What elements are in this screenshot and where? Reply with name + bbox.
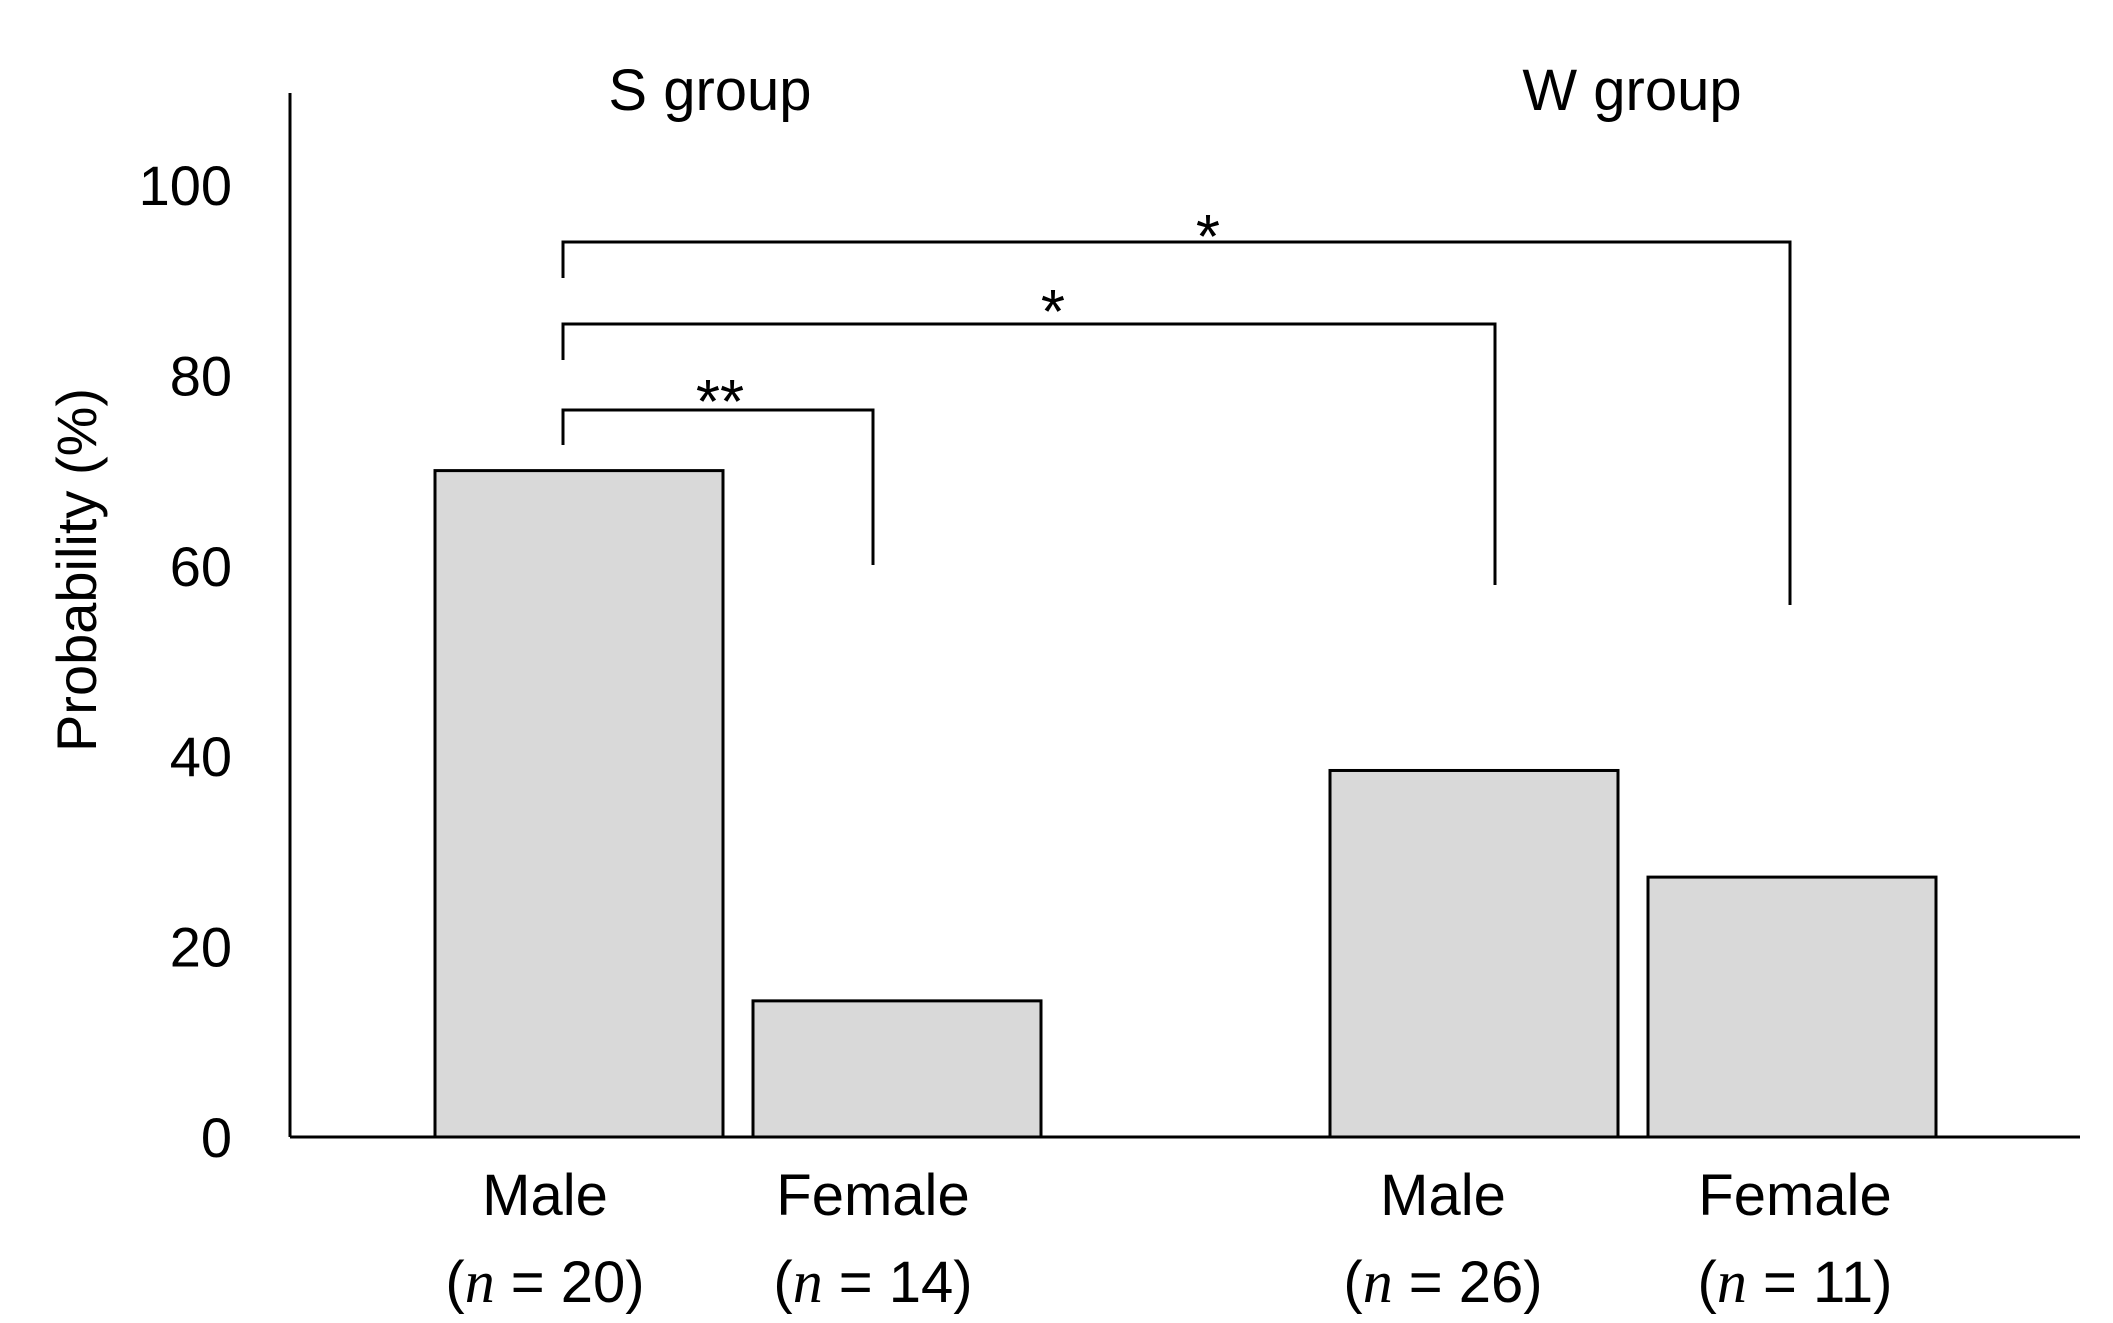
- significance-brackets: ****: [561, 203, 1792, 605]
- sample-size-label: (n = 11): [1698, 1249, 1893, 1315]
- y-tick-label: 40: [170, 725, 232, 788]
- y-tick-label: 60: [170, 535, 232, 598]
- group-label-w: W group: [1522, 58, 1741, 123]
- category-label: Female: [1698, 1163, 1891, 1228]
- bar-w-group-female: [1646, 875, 1938, 1139]
- y-tick-labels: 0 20 40 60 80 100: [139, 154, 232, 1169]
- y-axis-title: Probability (%): [45, 388, 108, 752]
- y-tick-label: 20: [170, 916, 232, 979]
- significance-bracket: [561, 408, 875, 565]
- category-label: Male: [482, 1163, 608, 1228]
- significance-bracket: [561, 240, 1792, 605]
- significance-label: **: [696, 368, 744, 437]
- sample-size-label: (n = 26): [1343, 1249, 1542, 1315]
- sample-size-label: (n = 14): [773, 1249, 972, 1315]
- bar-w-group-male: [1328, 768, 1620, 1139]
- category-labels: Male (n = 20) Female (n = 14) Male (n = 26) Fe…: [445, 1163, 1892, 1315]
- significance-label: *: [1196, 203, 1220, 272]
- sample-size-label: (n = 20): [445, 1249, 644, 1315]
- significance-label: *: [1041, 278, 1065, 347]
- significance-bracket: [561, 322, 1497, 585]
- group-label-s: S group: [608, 58, 811, 123]
- y-tick-label: 0: [201, 1106, 232, 1169]
- y-tick-label: 100: [139, 154, 232, 217]
- bar-s-group-female: [751, 999, 1043, 1139]
- bars: [433, 469, 1938, 1139]
- category-label: Male: [1380, 1163, 1506, 1228]
- y-tick-label: 80: [170, 344, 232, 407]
- bar-s-group-male: [433, 469, 725, 1139]
- category-label: Female: [776, 1163, 969, 1228]
